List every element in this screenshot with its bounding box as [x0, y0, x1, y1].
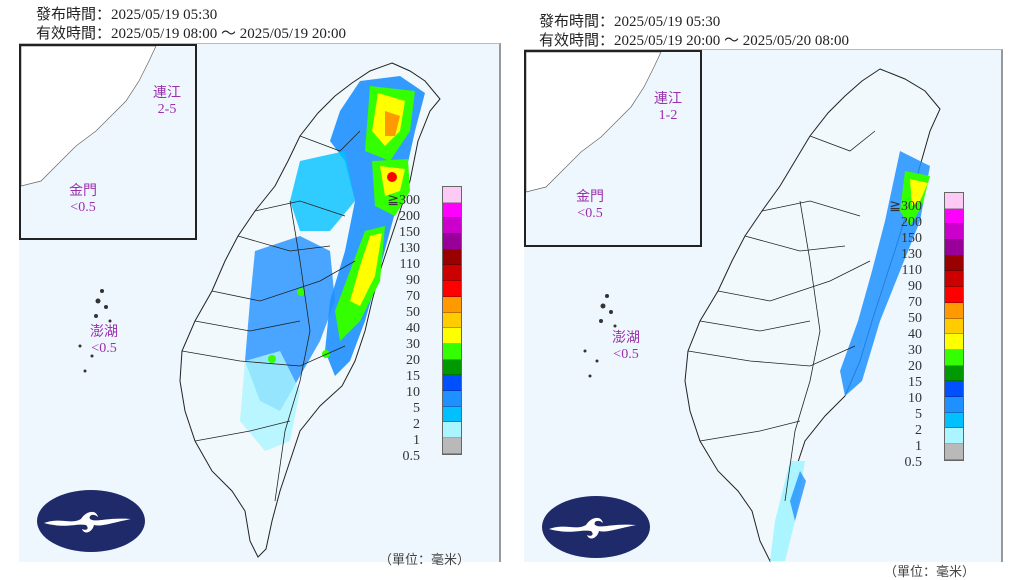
legend-tick: 2 [413, 417, 420, 432]
offshore-islands-inset: 連江 2-5 金門 <0.5 [19, 44, 197, 240]
legend-tick: 200 [901, 215, 922, 230]
forecast-panel-right: 發布時間：2025/05/19 05:30 有效時間：2025/05/19 20… [512, 0, 1024, 579]
legend-tick: 30 [908, 343, 922, 358]
legend-tick: ≧300 [889, 199, 922, 214]
legend-tick: 110 [901, 263, 922, 278]
taiwan-map [78, 62, 441, 558]
penghu-islands [78, 289, 112, 373]
penghu-label: 澎湖 <0.5 [90, 325, 118, 356]
issue-time: 發布時間：2025/05/19 05:30 [539, 14, 721, 30]
legend-tick: 5 [413, 401, 420, 416]
legend-tick: 0.5 [904, 455, 923, 470]
legend-tick: 150 [901, 231, 922, 246]
legend-tick: 20 [908, 359, 922, 374]
legend-colorbar [442, 186, 462, 455]
legend-tick: 15 [908, 375, 922, 390]
legend-tick: 90 [908, 279, 922, 294]
legend-tick: 0.5 [402, 449, 421, 464]
legend-tick: 40 [908, 327, 922, 342]
legend-tick: 90 [406, 273, 420, 288]
legend-tick: 110 [399, 257, 420, 272]
panel-header: 發布時間：2025/05/19 05:30 有效時間：2025/05/19 08… [36, 6, 346, 44]
legend-tick: 10 [406, 385, 420, 400]
legend-tick: 50 [908, 311, 922, 326]
legend-colorbar [944, 192, 964, 461]
panel-header: 發布時間：2025/05/19 05:30 有效時間：2025/05/19 20… [539, 13, 849, 51]
china-coast-map [21, 46, 157, 187]
legend-tick: 15 [406, 369, 420, 384]
matsu-label: 連江 1-2 [654, 92, 682, 123]
china-coast-map [526, 52, 662, 193]
unit-label: （單位：毫米） [884, 564, 976, 579]
penghu-label: 澎湖 <0.5 [612, 331, 640, 362]
legend-tick: 130 [399, 241, 420, 256]
offshore-islands-inset: 連江 1-2 金門 <0.5 [524, 50, 702, 247]
kinmen-label: 金門 <0.5 [69, 184, 97, 215]
taiwan-outline [684, 68, 941, 562]
legend-tick: 200 [399, 209, 420, 224]
matsu-label: 連江 2-5 [153, 86, 181, 117]
rainfall-map: 連江 1-2 金門 <0.5 澎湖 <0.5 [524, 49, 1003, 579]
issue-time: 發布時間：2025/05/19 05:30 [36, 7, 218, 23]
taiwan-map [583, 68, 941, 562]
legend-tick: 2 [915, 423, 922, 438]
legend-tick: 20 [406, 353, 420, 368]
legend-tick: 150 [399, 225, 420, 240]
legend-tick: 1 [413, 433, 420, 448]
unit-label: （單位：毫米） [379, 552, 471, 567]
cwa-logo-icon [542, 496, 650, 558]
legend-tick: 10 [908, 391, 922, 406]
legend-tick: 50 [406, 305, 420, 320]
legend-tick: 70 [908, 295, 922, 310]
legend-tick: 70 [406, 289, 420, 304]
penghu-islands [583, 294, 617, 378]
forecast-panel-left: 發布時間：2025/05/19 05:30 有效時間：2025/05/19 08… [0, 0, 512, 576]
legend-tick: 1 [915, 439, 922, 454]
legend-tick: 30 [406, 337, 420, 352]
legend-tick: 40 [406, 321, 420, 336]
cwa-logo-icon [37, 490, 145, 552]
legend-tick: 5 [915, 407, 922, 422]
legend-tick: ≧300 [387, 193, 420, 208]
rainfall-map: 連江 2-5 金門 <0.5 澎湖 <0.5 [19, 43, 501, 567]
kinmen-label: 金門 <0.5 [576, 190, 604, 221]
legend-tick: 130 [901, 247, 922, 262]
valid-time: 有效時間：2025/05/19 20:00 ～ 2025/05/20 08:00 [539, 33, 850, 49]
valid-time: 有效時間：2025/05/19 08:00 ～ 2025/05/19 20:00 [36, 26, 347, 42]
